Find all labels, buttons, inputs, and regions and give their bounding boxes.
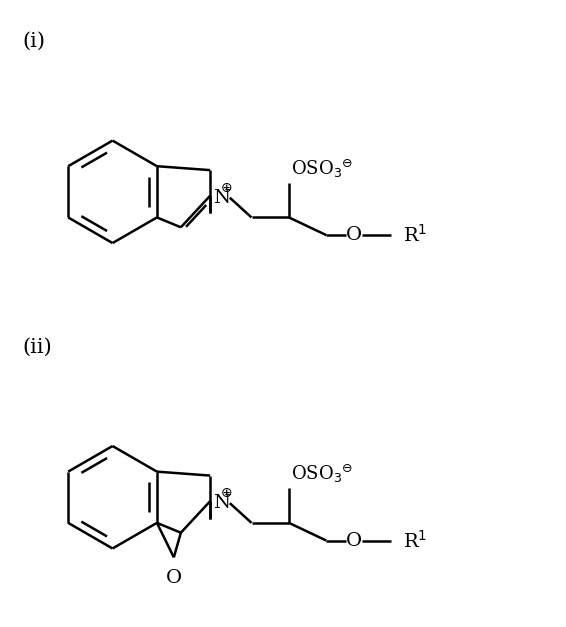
Text: N: N: [213, 189, 230, 207]
Text: (i): (i): [22, 32, 45, 51]
Text: OSO$_3$$^{\ominus}$: OSO$_3$$^{\ominus}$: [291, 157, 353, 180]
Text: $\oplus$: $\oplus$: [220, 181, 232, 195]
Text: R$^1$: R$^1$: [403, 224, 427, 246]
Text: $\oplus$: $\oplus$: [220, 487, 232, 500]
Text: (ii): (ii): [22, 337, 52, 357]
Text: N: N: [213, 494, 230, 512]
Text: O: O: [346, 532, 362, 550]
Text: O: O: [346, 226, 362, 244]
Text: O: O: [166, 569, 182, 587]
Text: OSO$_3$$^{\ominus}$: OSO$_3$$^{\ominus}$: [291, 463, 353, 485]
Text: R$^1$: R$^1$: [403, 530, 427, 552]
